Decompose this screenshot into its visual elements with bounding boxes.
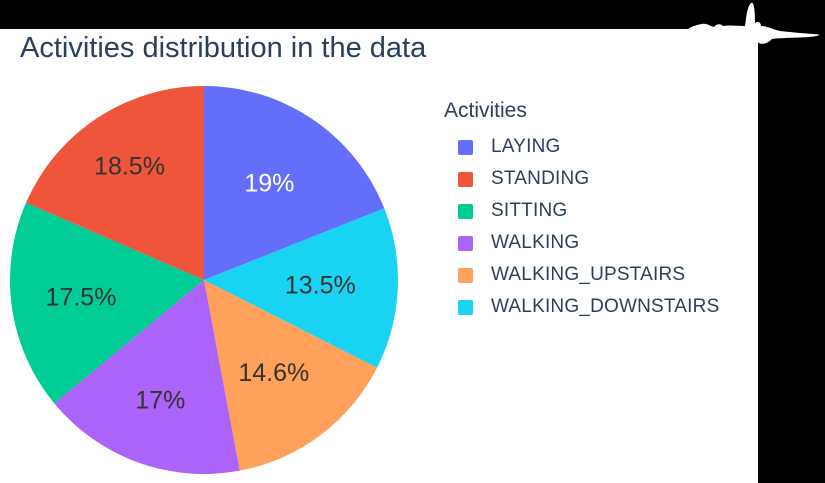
pie-slice-laying[interactable] <box>204 86 385 280</box>
pie-slice-label-walking_upstairs: 14.6% <box>238 359 309 387</box>
legend-swatch-sitting <box>458 203 473 219</box>
pie-slice-standing[interactable] <box>26 86 204 280</box>
pie-slice-label-sitting: 17.5% <box>46 283 117 311</box>
legend-swatch-walking-downstairs <box>458 299 473 315</box>
legend-label: WALKING_DOWNSTAIRS <box>491 296 720 317</box>
chart-title: Activities distribution in the data <box>20 32 427 64</box>
legend-label: WALKING_UPSTAIRS <box>491 264 686 285</box>
legend-item-walking[interactable]: WALKING <box>444 232 719 254</box>
legend-item-standing[interactable]: STANDING <box>444 168 719 190</box>
legend-item-laying[interactable]: LAYING <box>444 136 719 158</box>
pie-slice-sitting[interactable] <box>10 202 205 404</box>
legend-label: STANDING <box>491 168 590 189</box>
legend-label: SITTING <box>491 200 568 221</box>
legend-swatch-standing <box>458 171 473 187</box>
legend-items: LAYING STANDING SITTING WALKING WALKING_… <box>444 136 719 328</box>
legend-item-walking-upstairs[interactable]: WALKING_UPSTAIRS <box>444 264 719 286</box>
legend-swatch-walking-upstairs <box>458 267 473 283</box>
legend-swatch-laying <box>458 139 473 155</box>
legend-title: Activities <box>444 99 527 122</box>
legend-swatch-walking <box>458 235 473 251</box>
pie-slice-label-walking_downstairs: 13.5% <box>285 271 356 299</box>
pie-slice-label-standing: 18.5% <box>94 153 165 181</box>
pie-slice-label-walking: 17% <box>135 386 185 414</box>
legend-label: WALKING <box>491 232 580 253</box>
legend: Activities LAYING STANDING SITTING WALKI… <box>444 99 719 328</box>
pie-slice-label-laying: 19% <box>244 170 294 198</box>
legend-label: LAYING <box>491 136 561 157</box>
pie-slice-walking_downstairs[interactable] <box>204 208 398 368</box>
pie-slice-walking[interactable] <box>54 280 240 474</box>
legend-item-sitting[interactable]: SITTING <box>444 200 719 222</box>
pie-slice-walking_upstairs[interactable] <box>204 280 378 471</box>
legend-item-walking-downstairs[interactable]: WALKING_DOWNSTAIRS <box>444 296 719 318</box>
